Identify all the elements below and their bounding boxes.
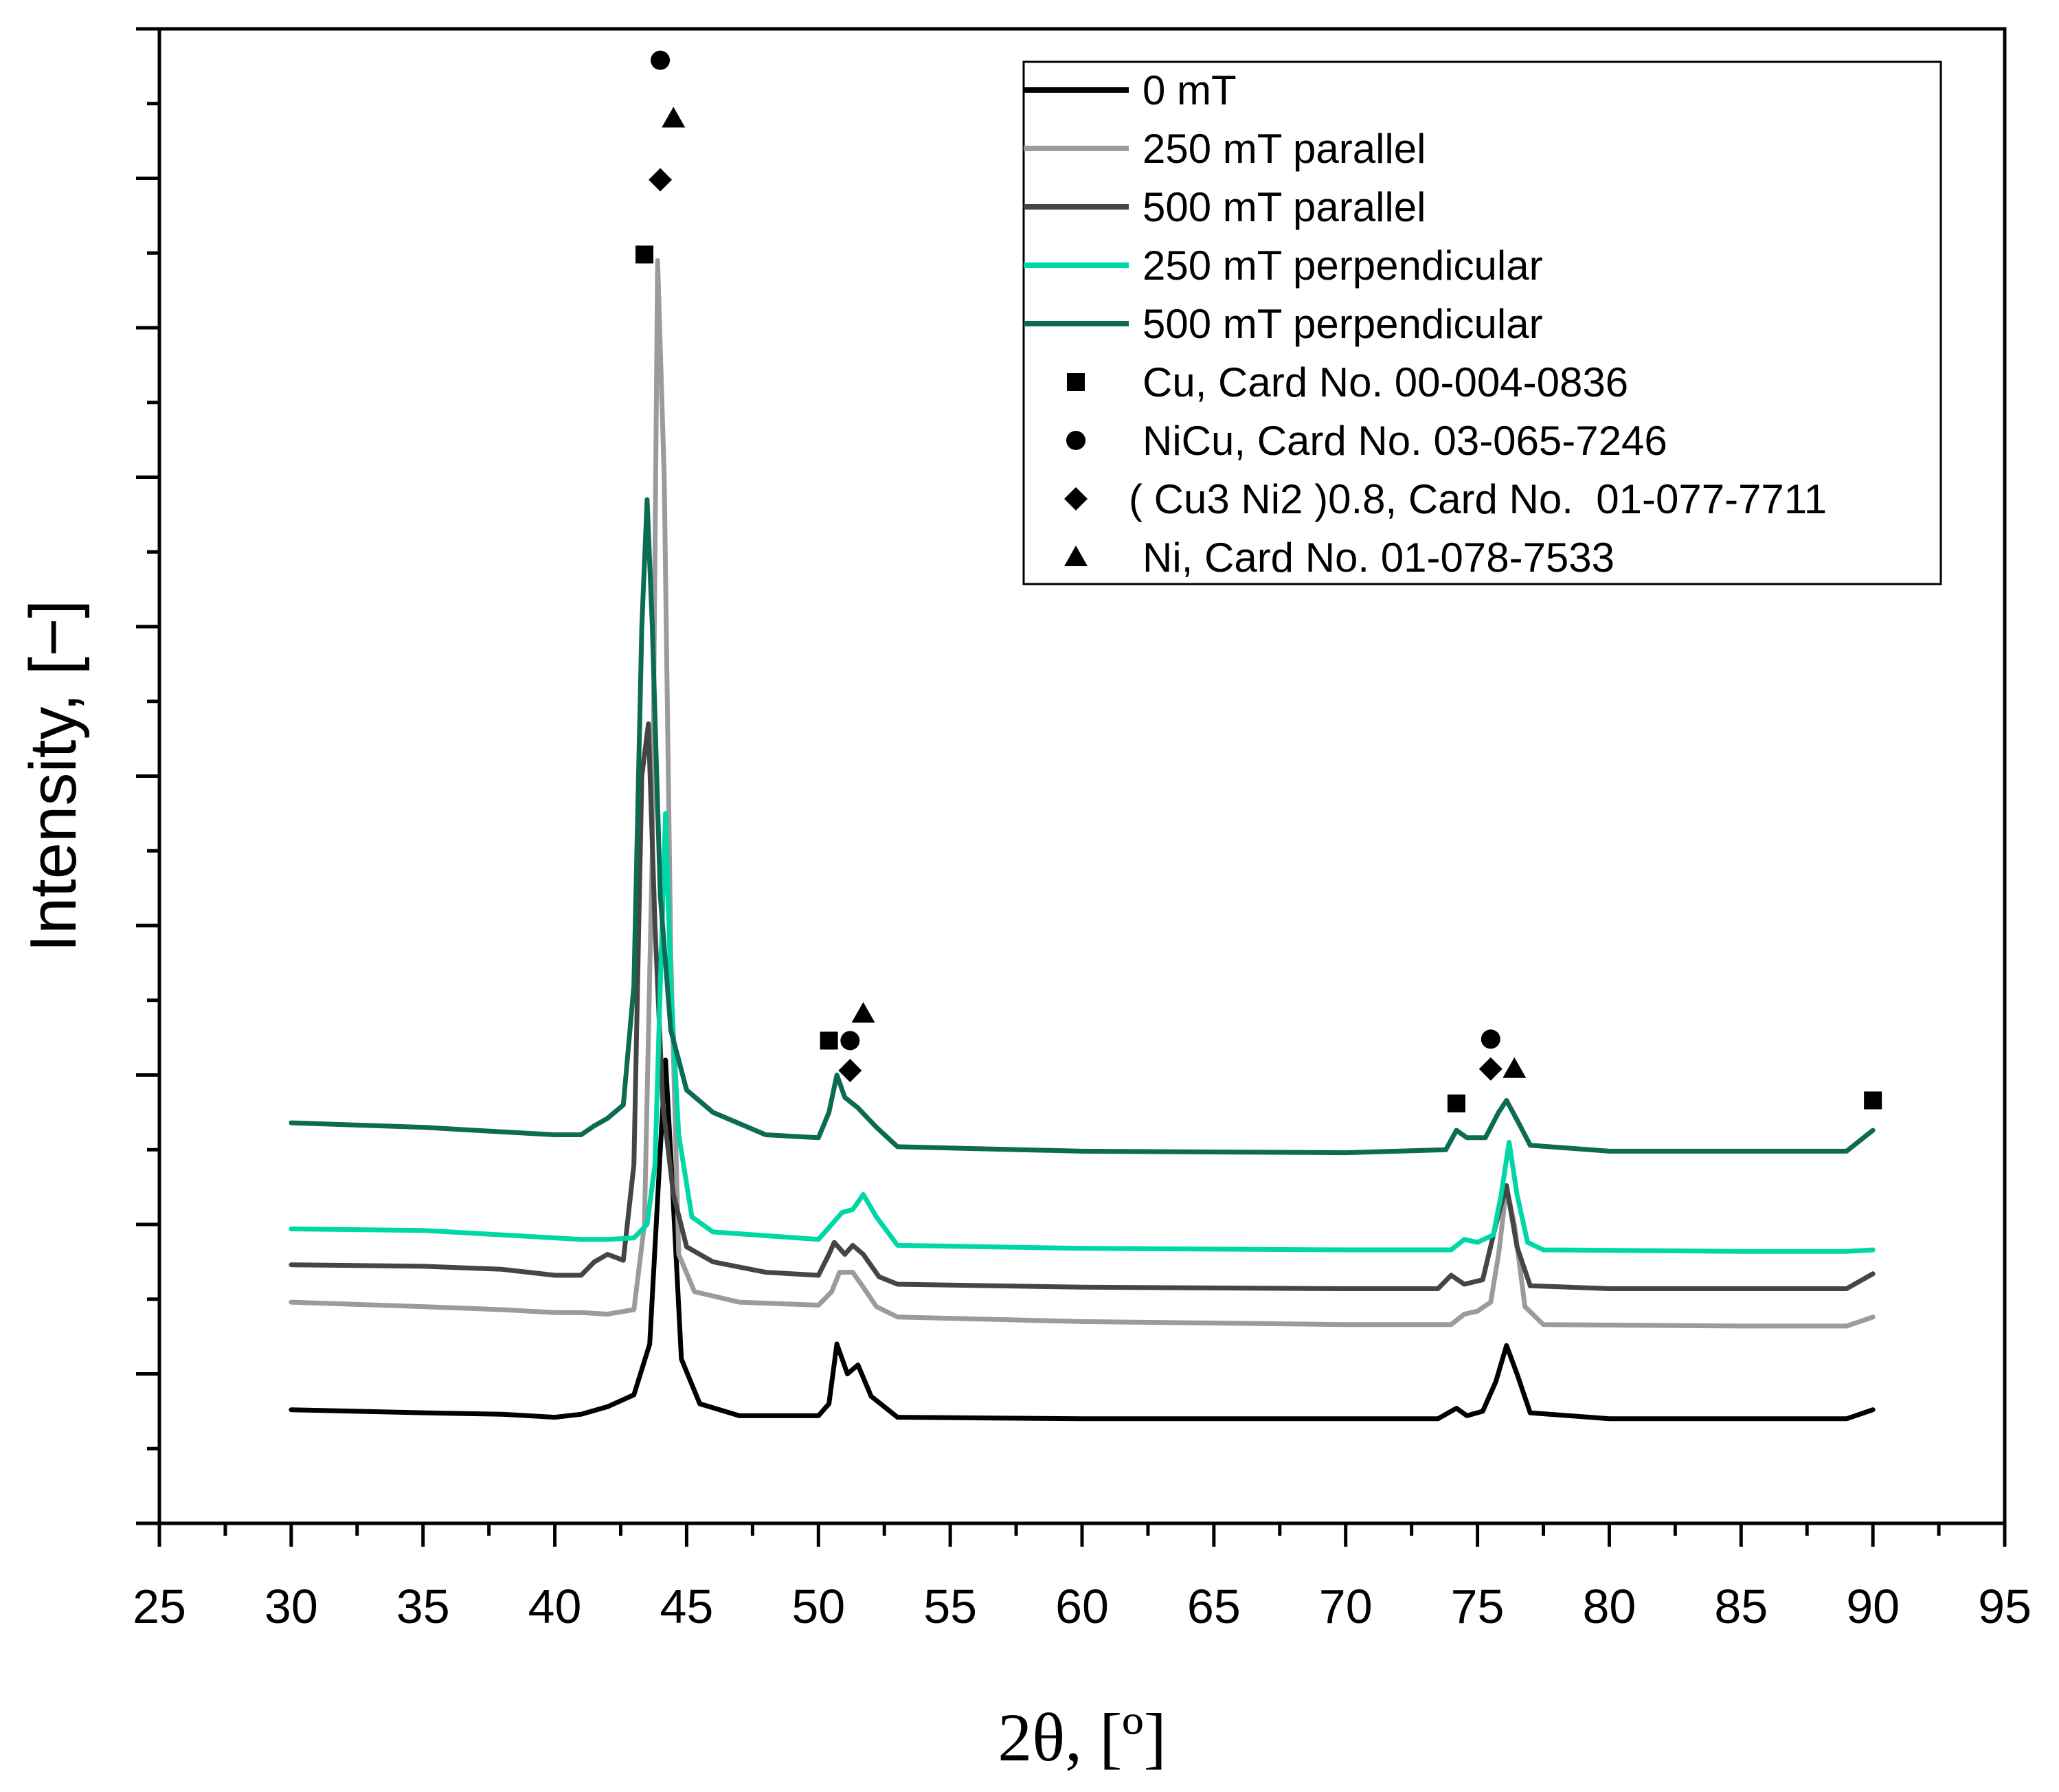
phase-marker-diamond: [1478, 1057, 1503, 1081]
x-tick-label: 80: [1582, 1580, 1636, 1633]
phase-marker-diamond: [838, 1058, 862, 1082]
legend-swatch-diamond: [1064, 487, 1088, 511]
x-tick-label: 70: [1319, 1580, 1373, 1633]
plot-frame: [157, 27, 2007, 1525]
phase-marker-circle: [840, 1031, 860, 1051]
legend-swatch-square: [1067, 373, 1085, 391]
x-tick-label: 45: [660, 1580, 713, 1633]
series-layer: [289, 258, 1876, 1422]
x-tick-label: 30: [265, 1580, 318, 1633]
legend: 0 mT 250 mT parallel 500 mT parallel 250 mT…: [1022, 60, 1942, 585]
x-tick-label: 95: [1978, 1580, 2032, 1633]
x-tick-label: 85: [1714, 1580, 1768, 1633]
series-line-0: [289, 1057, 1876, 1422]
phase-marker-square: [1864, 1091, 1882, 1110]
phase-marker-square: [1447, 1094, 1465, 1112]
phase-marker-circle: [1481, 1029, 1500, 1049]
legend-swatch-triangle: [1064, 546, 1088, 566]
phase-markers: [635, 50, 1882, 1112]
series-line-4: [289, 497, 1876, 1156]
phase-marker-diamond: [649, 168, 673, 192]
phase-marker-triangle: [662, 107, 686, 128]
legend-label: ( Cu3 Ni2 )0.8, Card No. 01-077-7711: [1129, 476, 1827, 522]
x-tick-label: 40: [528, 1580, 582, 1633]
phase-marker-square: [635, 245, 654, 264]
legend-label: 500 mT perpendicular: [1143, 301, 1543, 347]
y-axis-label: Intensity, [−]: [16, 600, 90, 952]
legend-label: 250 mT perpendicular: [1143, 243, 1543, 289]
series-line-3: [289, 811, 1876, 1254]
axis-ticks: [136, 27, 2007, 1547]
x-tick-label: 75: [1451, 1580, 1505, 1633]
x-tick-label: 60: [1055, 1580, 1109, 1633]
phase-marker-circle: [651, 50, 671, 70]
series-line-2: [289, 721, 1876, 1291]
x-tick-label: 25: [133, 1580, 186, 1633]
x-tick-label: 90: [1846, 1580, 1900, 1633]
x-axis-label: 2θ, [º]: [998, 1699, 1167, 1776]
x-tick-label: 50: [791, 1580, 845, 1633]
legend-label: NiCu, Card No. 03-065-7246: [1143, 418, 1667, 464]
x-tick-labels: 25 30 35 40 45 50 55 60 65 70 75 80 85 90 95: [133, 1580, 2032, 1633]
legend-swatch-circle: [1066, 431, 1085, 450]
legend-label: Cu, Card No. 00-004-0836: [1143, 359, 1628, 405]
x-tick-label: 35: [396, 1580, 450, 1633]
x-tick-label: 55: [923, 1580, 977, 1633]
legend-label: 250 mT parallel: [1143, 126, 1426, 172]
legend-label: Ni, Card No. 01-078-7533: [1143, 535, 1614, 581]
legend-box: [1022, 60, 1942, 585]
legend-label: 0 mT: [1143, 67, 1237, 113]
phase-marker-triangle: [851, 1002, 875, 1023]
phase-marker-triangle: [1503, 1057, 1527, 1078]
phase-marker-square: [820, 1031, 838, 1050]
x-tick-label: 65: [1187, 1580, 1241, 1633]
legend-label: 500 mT parallel: [1143, 184, 1426, 230]
